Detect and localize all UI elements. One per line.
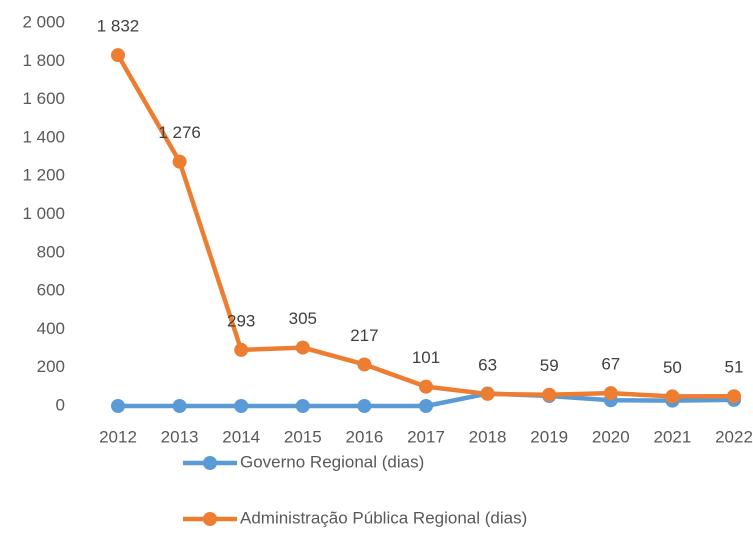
marker — [172, 399, 187, 413]
y-tick-label: 1 600 — [22, 89, 65, 108]
marker — [234, 342, 249, 357]
marker — [111, 48, 125, 63]
x-tick-label: 2020 — [592, 427, 630, 446]
legend-label: Administração Pública Regional (dias) — [240, 508, 527, 527]
marker — [295, 399, 310, 413]
x-tick-label: 2015 — [284, 427, 322, 446]
data-label: 101 — [412, 348, 440, 367]
marker — [357, 357, 372, 372]
x-tick-label: 2019 — [530, 427, 568, 446]
y-tick-label: 800 — [37, 242, 65, 261]
marker — [172, 154, 187, 169]
x-tick-label: 2017 — [407, 427, 445, 446]
marker — [295, 340, 310, 355]
legend-marker — [203, 456, 217, 470]
data-label: 293 — [227, 311, 255, 330]
series-line — [116, 54, 735, 399]
data-label: 50 — [663, 358, 682, 377]
y-tick-label: 1 400 — [22, 127, 65, 146]
x-tick-label: 2013 — [161, 427, 199, 446]
x-tick-label: 2012 — [99, 427, 137, 446]
marker — [727, 389, 741, 404]
y-tick-label: 400 — [37, 319, 65, 338]
x-tick-label: 2018 — [469, 427, 507, 446]
y-tick-label: 600 — [37, 281, 65, 300]
y-tick-label: 2 000 — [22, 12, 65, 31]
x-tick-label: 2014 — [222, 427, 260, 446]
legend-label: Governo Regional (dias) — [240, 452, 424, 471]
y-tick-label: 1 800 — [22, 51, 65, 70]
x-tick-label: 2022 — [715, 427, 753, 446]
data-label: 67 — [601, 355, 620, 374]
y-tick-label: 1 200 — [22, 166, 65, 185]
marker — [480, 386, 495, 401]
marker — [111, 399, 125, 413]
marker — [234, 399, 249, 413]
marker — [542, 387, 557, 402]
marker — [419, 379, 433, 394]
marker — [603, 386, 618, 401]
data-label: 1 832 — [97, 17, 140, 36]
marker — [665, 389, 680, 404]
data-label: 305 — [289, 309, 317, 328]
data-label: 59 — [540, 356, 559, 375]
y-tick-label: 200 — [37, 357, 65, 376]
data-label: 217 — [350, 326, 378, 345]
y-tick-label: 0 — [56, 395, 65, 414]
legend-marker — [203, 512, 217, 526]
x-tick-label: 2021 — [653, 427, 691, 446]
marker — [419, 399, 433, 413]
data-label: 1 276 — [158, 123, 201, 142]
y-tick-label: 1 000 — [22, 204, 65, 223]
data-label: 51 — [725, 358, 744, 377]
marker — [357, 399, 372, 413]
data-label: 63 — [478, 355, 497, 374]
x-tick-label: 2016 — [345, 427, 383, 446]
